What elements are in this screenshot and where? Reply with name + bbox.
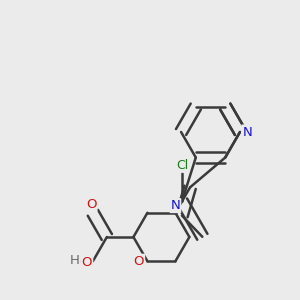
Text: Cl: Cl <box>176 159 188 172</box>
Text: N: N <box>170 199 180 212</box>
Text: O: O <box>86 198 97 211</box>
Text: H: H <box>70 254 80 267</box>
Text: O: O <box>134 255 144 268</box>
Text: O: O <box>82 256 92 269</box>
Text: N: N <box>242 125 252 139</box>
